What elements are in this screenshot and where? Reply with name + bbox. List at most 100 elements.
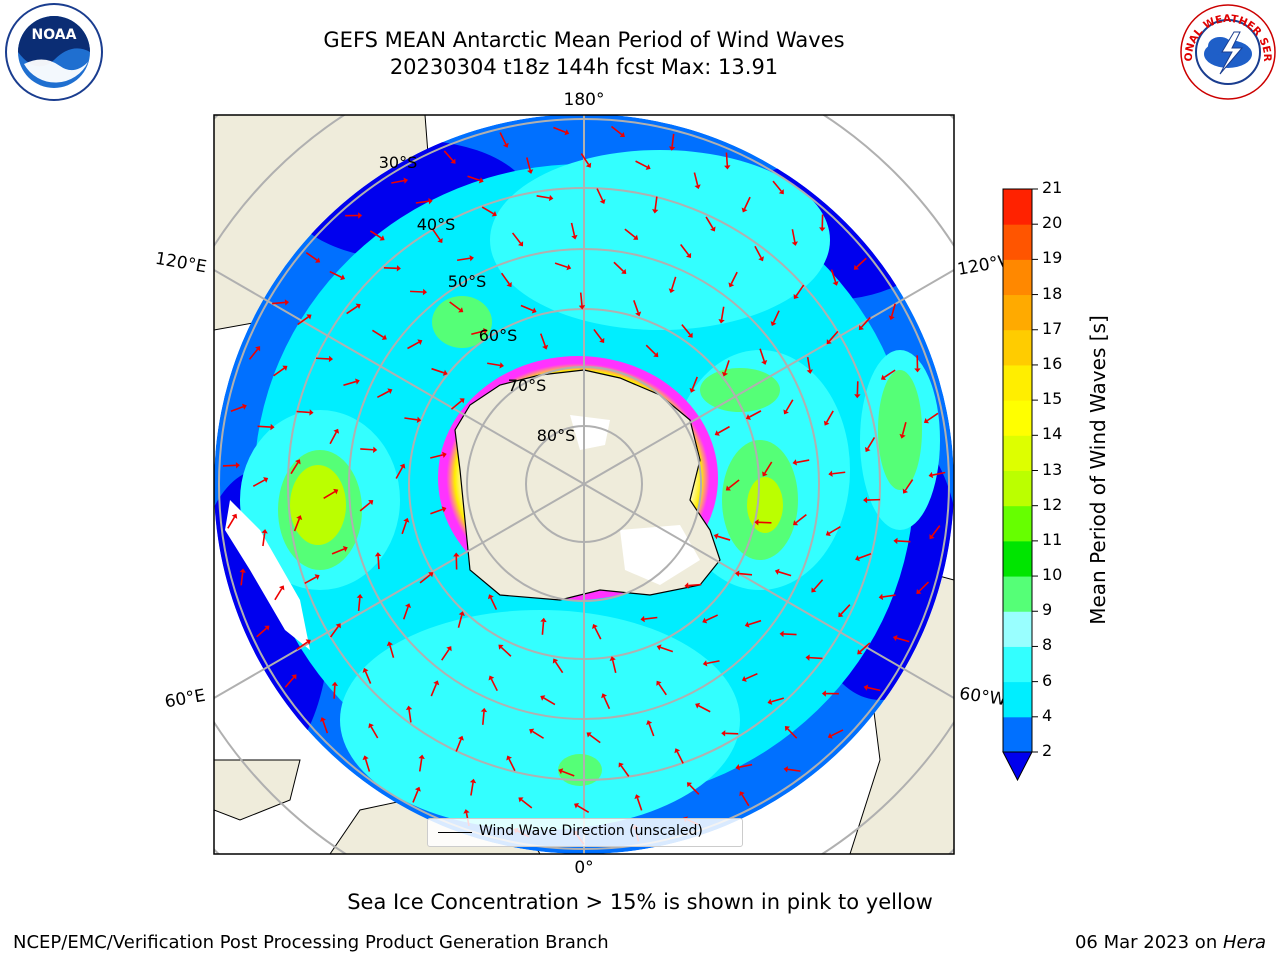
wave-direction-arrow xyxy=(455,739,462,752)
land-madagascar xyxy=(214,759,301,821)
lat-label-80s: 80°S xyxy=(537,426,576,445)
wave-direction-arrowhead xyxy=(702,617,708,624)
wave-direction-arrowhead xyxy=(792,520,799,526)
wave-direction-arrowhead xyxy=(566,264,572,271)
wave-direction-arrowhead xyxy=(459,398,465,404)
wave-direction-arrowhead xyxy=(825,530,831,537)
wave-direction-arrow xyxy=(561,770,575,777)
wave-direction-arrowhead xyxy=(653,352,659,358)
wave-direction-arrowhead xyxy=(458,611,465,616)
wave-direction-arrowhead xyxy=(792,459,797,466)
wave-direction-arrowhead xyxy=(857,649,863,655)
wave-direction-arrow xyxy=(290,462,299,475)
wave-direction-arrow xyxy=(772,180,782,192)
wave-direction-arrowhead xyxy=(586,732,592,738)
colorbar-tick-label: 17 xyxy=(1042,318,1063,338)
wave-direction-arrow xyxy=(858,553,872,560)
wave-direction-arrow xyxy=(754,245,762,259)
colorbar-tick-label: 21 xyxy=(1042,178,1063,197)
wave-direction-arrowhead xyxy=(741,207,748,213)
wave-direction-arrow xyxy=(771,697,785,703)
wave-direction-arrowhead xyxy=(893,537,898,545)
wave-direction-arrow xyxy=(577,805,590,813)
wave-direction-arrow xyxy=(274,588,283,601)
wave-direction-arrow xyxy=(725,152,729,166)
wave-direction-arrowhead xyxy=(463,809,470,814)
wave-direction-arrow xyxy=(633,300,639,313)
wave-direction-arrow xyxy=(724,360,730,374)
wave-direction-arrowhead xyxy=(386,641,393,647)
wave-direction-arrow xyxy=(691,376,698,390)
wave-direction-arrow xyxy=(430,454,444,459)
wave-direction-arrowhead xyxy=(838,612,844,618)
wave-direction-arrowhead xyxy=(646,720,653,725)
wave-direction-arrowhead xyxy=(255,346,261,352)
wave-direction-arrow xyxy=(813,579,824,591)
wave-direction-arrow xyxy=(323,490,336,500)
wave-direction-arrow xyxy=(644,616,658,620)
wave-direction-arrow xyxy=(613,261,624,272)
wave-direction-arrow xyxy=(456,257,471,262)
wave-direction-arrow xyxy=(796,459,810,464)
wave-direction-arrow xyxy=(395,466,404,479)
wave-direction-arrowhead xyxy=(758,256,764,262)
wave-direction-arrow xyxy=(882,594,896,598)
wave-direction-arrow xyxy=(508,758,516,772)
wave-direction-arrowhead xyxy=(634,794,641,800)
wave-direction-arrowhead xyxy=(282,365,288,371)
wave-direction-arrow xyxy=(720,306,725,320)
wave-direction-arrow xyxy=(624,228,636,238)
wave-direction-arrow xyxy=(370,726,379,739)
wave-direction-arrowhead xyxy=(914,368,921,373)
wave-direction-arrowhead xyxy=(710,226,716,232)
wave-direction-arrow xyxy=(654,196,658,210)
wave-direction-arrow xyxy=(449,301,461,311)
wave-direction-arrowhead xyxy=(778,189,784,195)
wave-direction-arrow xyxy=(467,175,481,182)
wave-direction-arrow xyxy=(660,646,674,653)
wave-direction-arrowhead xyxy=(674,748,681,754)
colorbar-tick-label: 11 xyxy=(1042,529,1063,549)
colorbar-segment xyxy=(1003,470,1032,507)
meridian-label-60w: 60°W xyxy=(958,684,1007,710)
wave-direction-arrowhead xyxy=(929,534,935,540)
wave-direction-arrow xyxy=(284,676,295,688)
wave-direction-arrowhead xyxy=(633,234,639,240)
wave-direction-arrow xyxy=(635,160,648,168)
colorbar-tick-label: 10 xyxy=(1042,565,1063,585)
wave-direction-arrow xyxy=(248,348,259,360)
wave-direction-arrowhead xyxy=(635,311,642,317)
wave-direction-arrowhead xyxy=(826,339,832,345)
wave-direction-arrow xyxy=(611,660,617,674)
wave-direction-arrow xyxy=(791,229,796,243)
wave-direction-arrow xyxy=(828,330,839,342)
wave-direction-arrow xyxy=(648,723,655,737)
wave-direction-arrow xyxy=(408,709,412,723)
wave-direction-arrow xyxy=(412,790,419,803)
wave-direction-arrow xyxy=(670,276,677,290)
wave-direction-arrow xyxy=(222,464,237,467)
map-subtitle: 20230304 t18z 144h fcst Max: 13.91 xyxy=(389,55,779,79)
colorbar-tick-label: 6 xyxy=(1042,670,1053,690)
wave-direction-arrow xyxy=(730,271,738,285)
wave-direction-arrowhead xyxy=(721,730,726,737)
wave-direction-arrow xyxy=(240,572,244,586)
wave-direction-arrowhead xyxy=(488,675,495,681)
wave-direction-arrowhead xyxy=(422,288,428,296)
wave-direction-arrowhead xyxy=(853,264,859,270)
wave-direction-arrow xyxy=(645,344,657,355)
wave-direction-arrowhead xyxy=(689,387,696,393)
wave-direction-arrowhead xyxy=(480,707,488,713)
wave-direction-arrowhead xyxy=(355,303,361,309)
wave-direction-arrow xyxy=(676,751,684,764)
wave-direction-arrow xyxy=(539,333,546,347)
wave-direction-arrowhead xyxy=(428,572,434,578)
wave-direction-arrow xyxy=(481,206,494,215)
wave-direction-arrowhead xyxy=(855,555,860,562)
colorbar-segment xyxy=(1003,364,1032,401)
meridian-label-60e: 60°E xyxy=(163,686,207,713)
wave-direction-arrow xyxy=(532,730,544,739)
wave-direction-arrowhead xyxy=(784,726,790,732)
wave-direction-arrowhead xyxy=(863,684,869,691)
wave-direction-arrowhead xyxy=(368,500,374,506)
